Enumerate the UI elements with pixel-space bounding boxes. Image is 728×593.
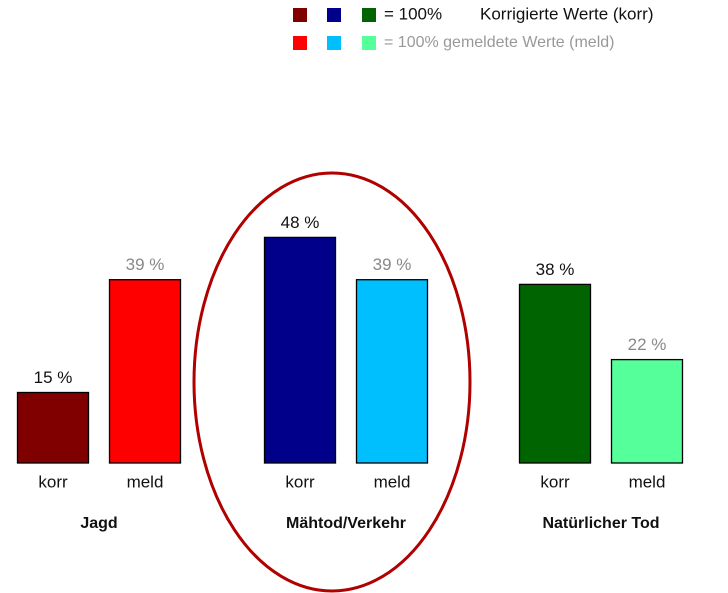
data-label: 15 %: [34, 368, 73, 387]
bar: [263, 236, 337, 464]
bar-label: meld: [629, 472, 666, 491]
data-label: 39 %: [126, 255, 165, 274]
bar: [108, 279, 182, 464]
bar-label: korr: [540, 472, 570, 491]
data-label: 22 %: [628, 335, 667, 354]
category-label: Mähtod/Verkehr: [286, 515, 406, 532]
data-label: 39 %: [373, 255, 412, 274]
category-label: Natürlicher Tod: [542, 515, 659, 532]
highlight-ellipse: [192, 171, 472, 593]
bar: [16, 391, 90, 464]
legend-label: = 100% gemeldete Werte (meld): [384, 34, 614, 51]
data-label: 38 %: [536, 260, 575, 279]
bar-label: korr: [38, 472, 68, 491]
bar: [355, 279, 429, 464]
legend-swatch: [293, 36, 307, 50]
bar: [518, 283, 592, 464]
legend-swatch: [362, 8, 376, 22]
legend-swatch: [293, 8, 307, 22]
bar-label: meld: [127, 472, 164, 491]
bar-label: korr: [285, 472, 315, 491]
legend-text: Korrigierte Werte (korr): [480, 4, 654, 23]
legend-swatch: [327, 8, 341, 22]
legend-swatch: [327, 36, 341, 50]
bar: [610, 358, 684, 464]
category-label: Jagd: [80, 515, 117, 532]
legend-swatch: [362, 36, 376, 50]
bar-label: meld: [374, 472, 411, 491]
data-label: 48 %: [281, 213, 320, 232]
legend-label: = 100%: [384, 4, 442, 23]
